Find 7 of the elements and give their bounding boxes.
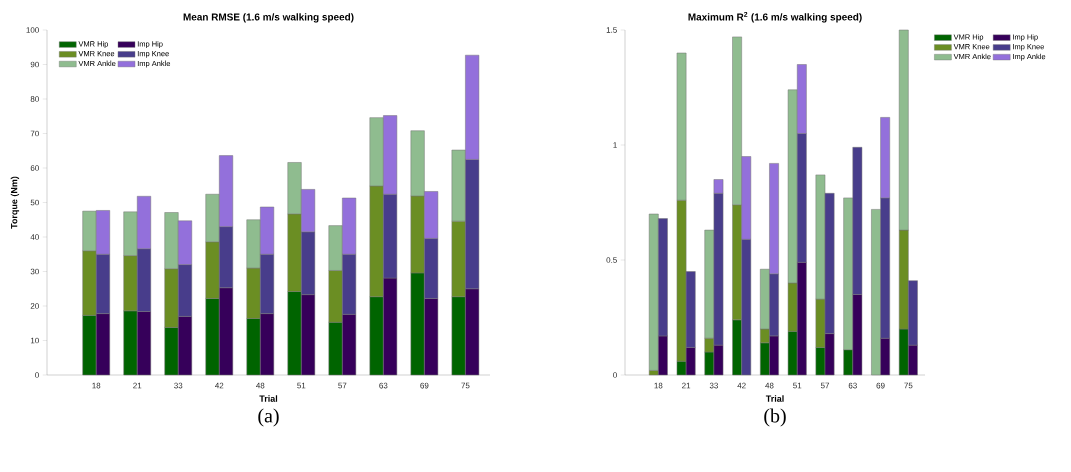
y-axis-title: Torque (Nm) xyxy=(10,176,20,229)
x-axis-title: Trial xyxy=(259,395,278,402)
x-axis-title: Trial xyxy=(765,395,784,402)
chart-title: Mean RMSE (1.6 m/s walking speed) xyxy=(183,13,354,23)
text: (b) xyxy=(764,408,786,427)
text: (a) xyxy=(258,408,279,427)
chart-title: Maximum R$^{2}$ (1.6 m/s walking speed) xyxy=(688,11,862,23)
